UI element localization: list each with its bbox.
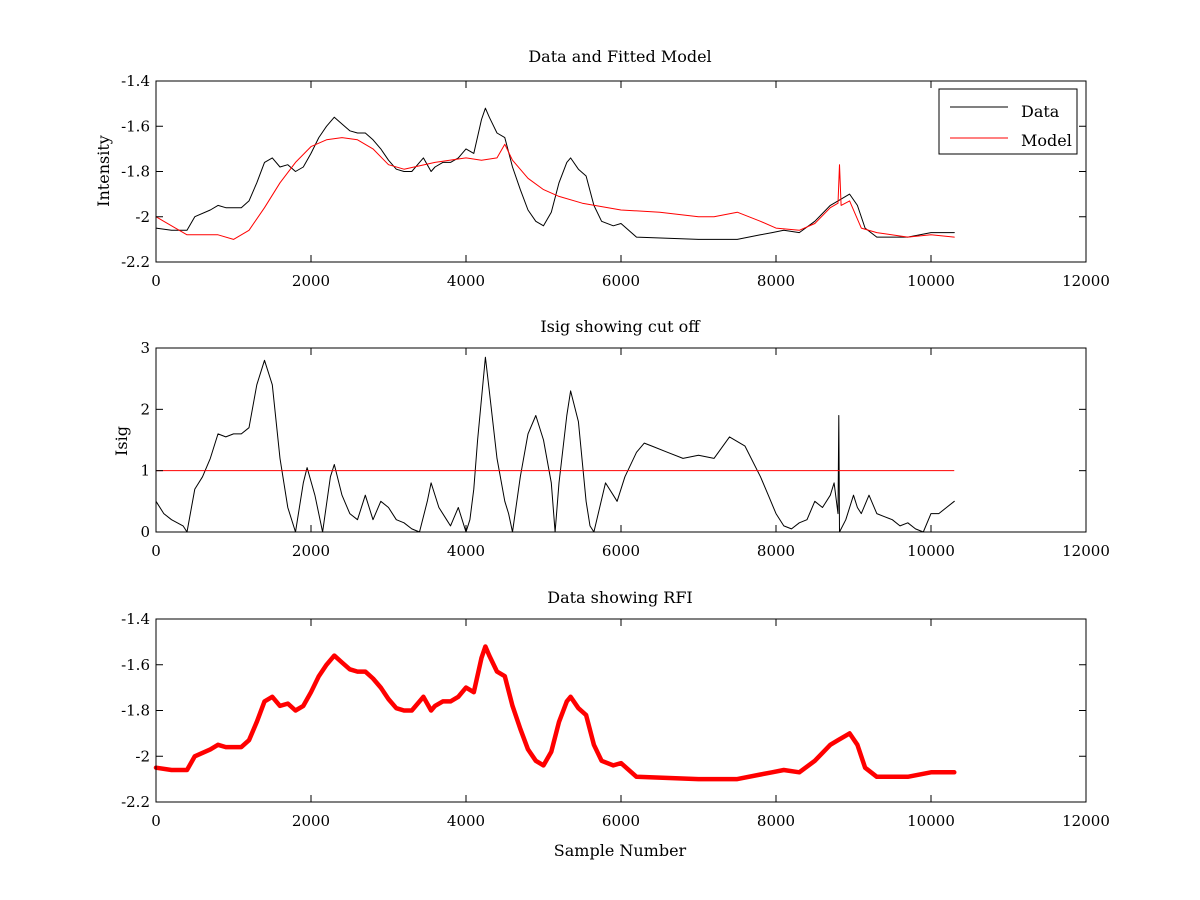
- x-tick-label: 2000: [292, 812, 330, 830]
- chart-title: Isig showing cut off: [540, 317, 701, 336]
- y-tick-label: -1.8: [121, 163, 150, 181]
- y-tick-label: 3: [140, 339, 150, 357]
- x-tick-label: 0: [151, 812, 161, 830]
- y-tick-label: -1.4: [121, 610, 150, 628]
- chart-data-showing-rfi: Data showing RFI Sample Number 0 2000 4000…: [121, 588, 1110, 860]
- y-tick-label: -2.2: [121, 253, 150, 271]
- chart-title: Data showing RFI: [547, 588, 692, 607]
- x-tick-label: 0: [151, 542, 161, 560]
- legend-label-data: Data: [1021, 102, 1060, 121]
- x-tick-label: 6000: [602, 542, 640, 560]
- y-axis-label: Isig: [112, 426, 131, 456]
- legend-box: [938, 88, 1078, 155]
- x-tick-label: 8000: [757, 542, 795, 560]
- chart-title: Data and Fitted Model: [528, 47, 711, 66]
- series-layer: [155, 356, 955, 533]
- x-tick-label: 2000: [292, 542, 330, 560]
- y-tick-label: 2: [140, 400, 150, 418]
- x-axis-label: Sample Number: [554, 841, 687, 860]
- y-axis-label: Intensity: [94, 135, 113, 207]
- x-tick-label: 8000: [757, 272, 795, 290]
- x-tick-label: 8000: [757, 812, 795, 830]
- x-tick-label: 12000: [1062, 812, 1110, 830]
- series-line-isig: [155, 356, 955, 533]
- series-line-rfi: [153, 644, 957, 782]
- y-tick-label: -1.6: [121, 117, 150, 135]
- series-layer: [155, 107, 955, 240]
- y-tick-label: -2.2: [121, 793, 150, 811]
- y-tick-label: -2: [135, 208, 150, 226]
- tick-layer: 0 2000 4000 6000 8000 10000 12000 -2.2 -2 -1.8 -1.…: [121, 72, 1110, 290]
- legend-label-model: Model: [1021, 131, 1072, 150]
- chart-isig-showing-cut-off: Isig showing cut off Isig 0 2000 4000 6000 8…: [112, 317, 1110, 560]
- plot-area-frame: [155, 618, 1087, 803]
- x-tick-label: 10000: [907, 272, 955, 290]
- chart-data-and-fitted-model: Data and Fitted Model Intensity 0 2000 400…: [94, 47, 1110, 290]
- x-tick-label: 4000: [447, 272, 485, 290]
- plot-area-frame: [155, 80, 1087, 263]
- x-tick-label: 10000: [907, 542, 955, 560]
- y-tick-label: -2: [135, 747, 150, 765]
- x-tick-label: 12000: [1062, 542, 1110, 560]
- series-line-data: [155, 107, 955, 240]
- y-tick-label: -1.8: [121, 702, 150, 720]
- x-tick-label: 4000: [447, 812, 485, 830]
- y-tick-label: -1.6: [121, 656, 150, 674]
- x-tick-label: 12000: [1062, 272, 1110, 290]
- tick-layer: 0 2000 4000 6000 8000 10000 12000 -2.2 -2 -1.8 -1.…: [121, 610, 1110, 830]
- y-tick-label: 1: [140, 462, 150, 480]
- plot-area-frame: [155, 347, 1087, 533]
- x-tick-label: 0: [151, 272, 161, 290]
- series-line-model: [155, 137, 955, 240]
- legend: Data Model: [938, 88, 1078, 155]
- y-tick-label: 0: [140, 523, 150, 541]
- y-tick-label: -1.4: [121, 72, 150, 90]
- series-layer: [153, 644, 957, 782]
- x-tick-label: 6000: [602, 272, 640, 290]
- tick-layer: 0 2000 4000 6000 8000 10000 12000 0 1 2 3: [140, 339, 1109, 560]
- x-tick-label: 4000: [447, 542, 485, 560]
- x-tick-label: 2000: [292, 272, 330, 290]
- x-tick-label: 6000: [602, 812, 640, 830]
- x-tick-label: 10000: [907, 812, 955, 830]
